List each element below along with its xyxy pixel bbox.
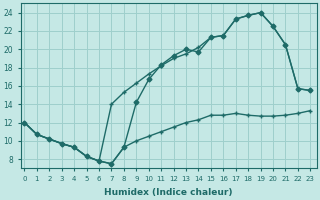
X-axis label: Humidex (Indice chaleur): Humidex (Indice chaleur) (104, 188, 233, 197)
